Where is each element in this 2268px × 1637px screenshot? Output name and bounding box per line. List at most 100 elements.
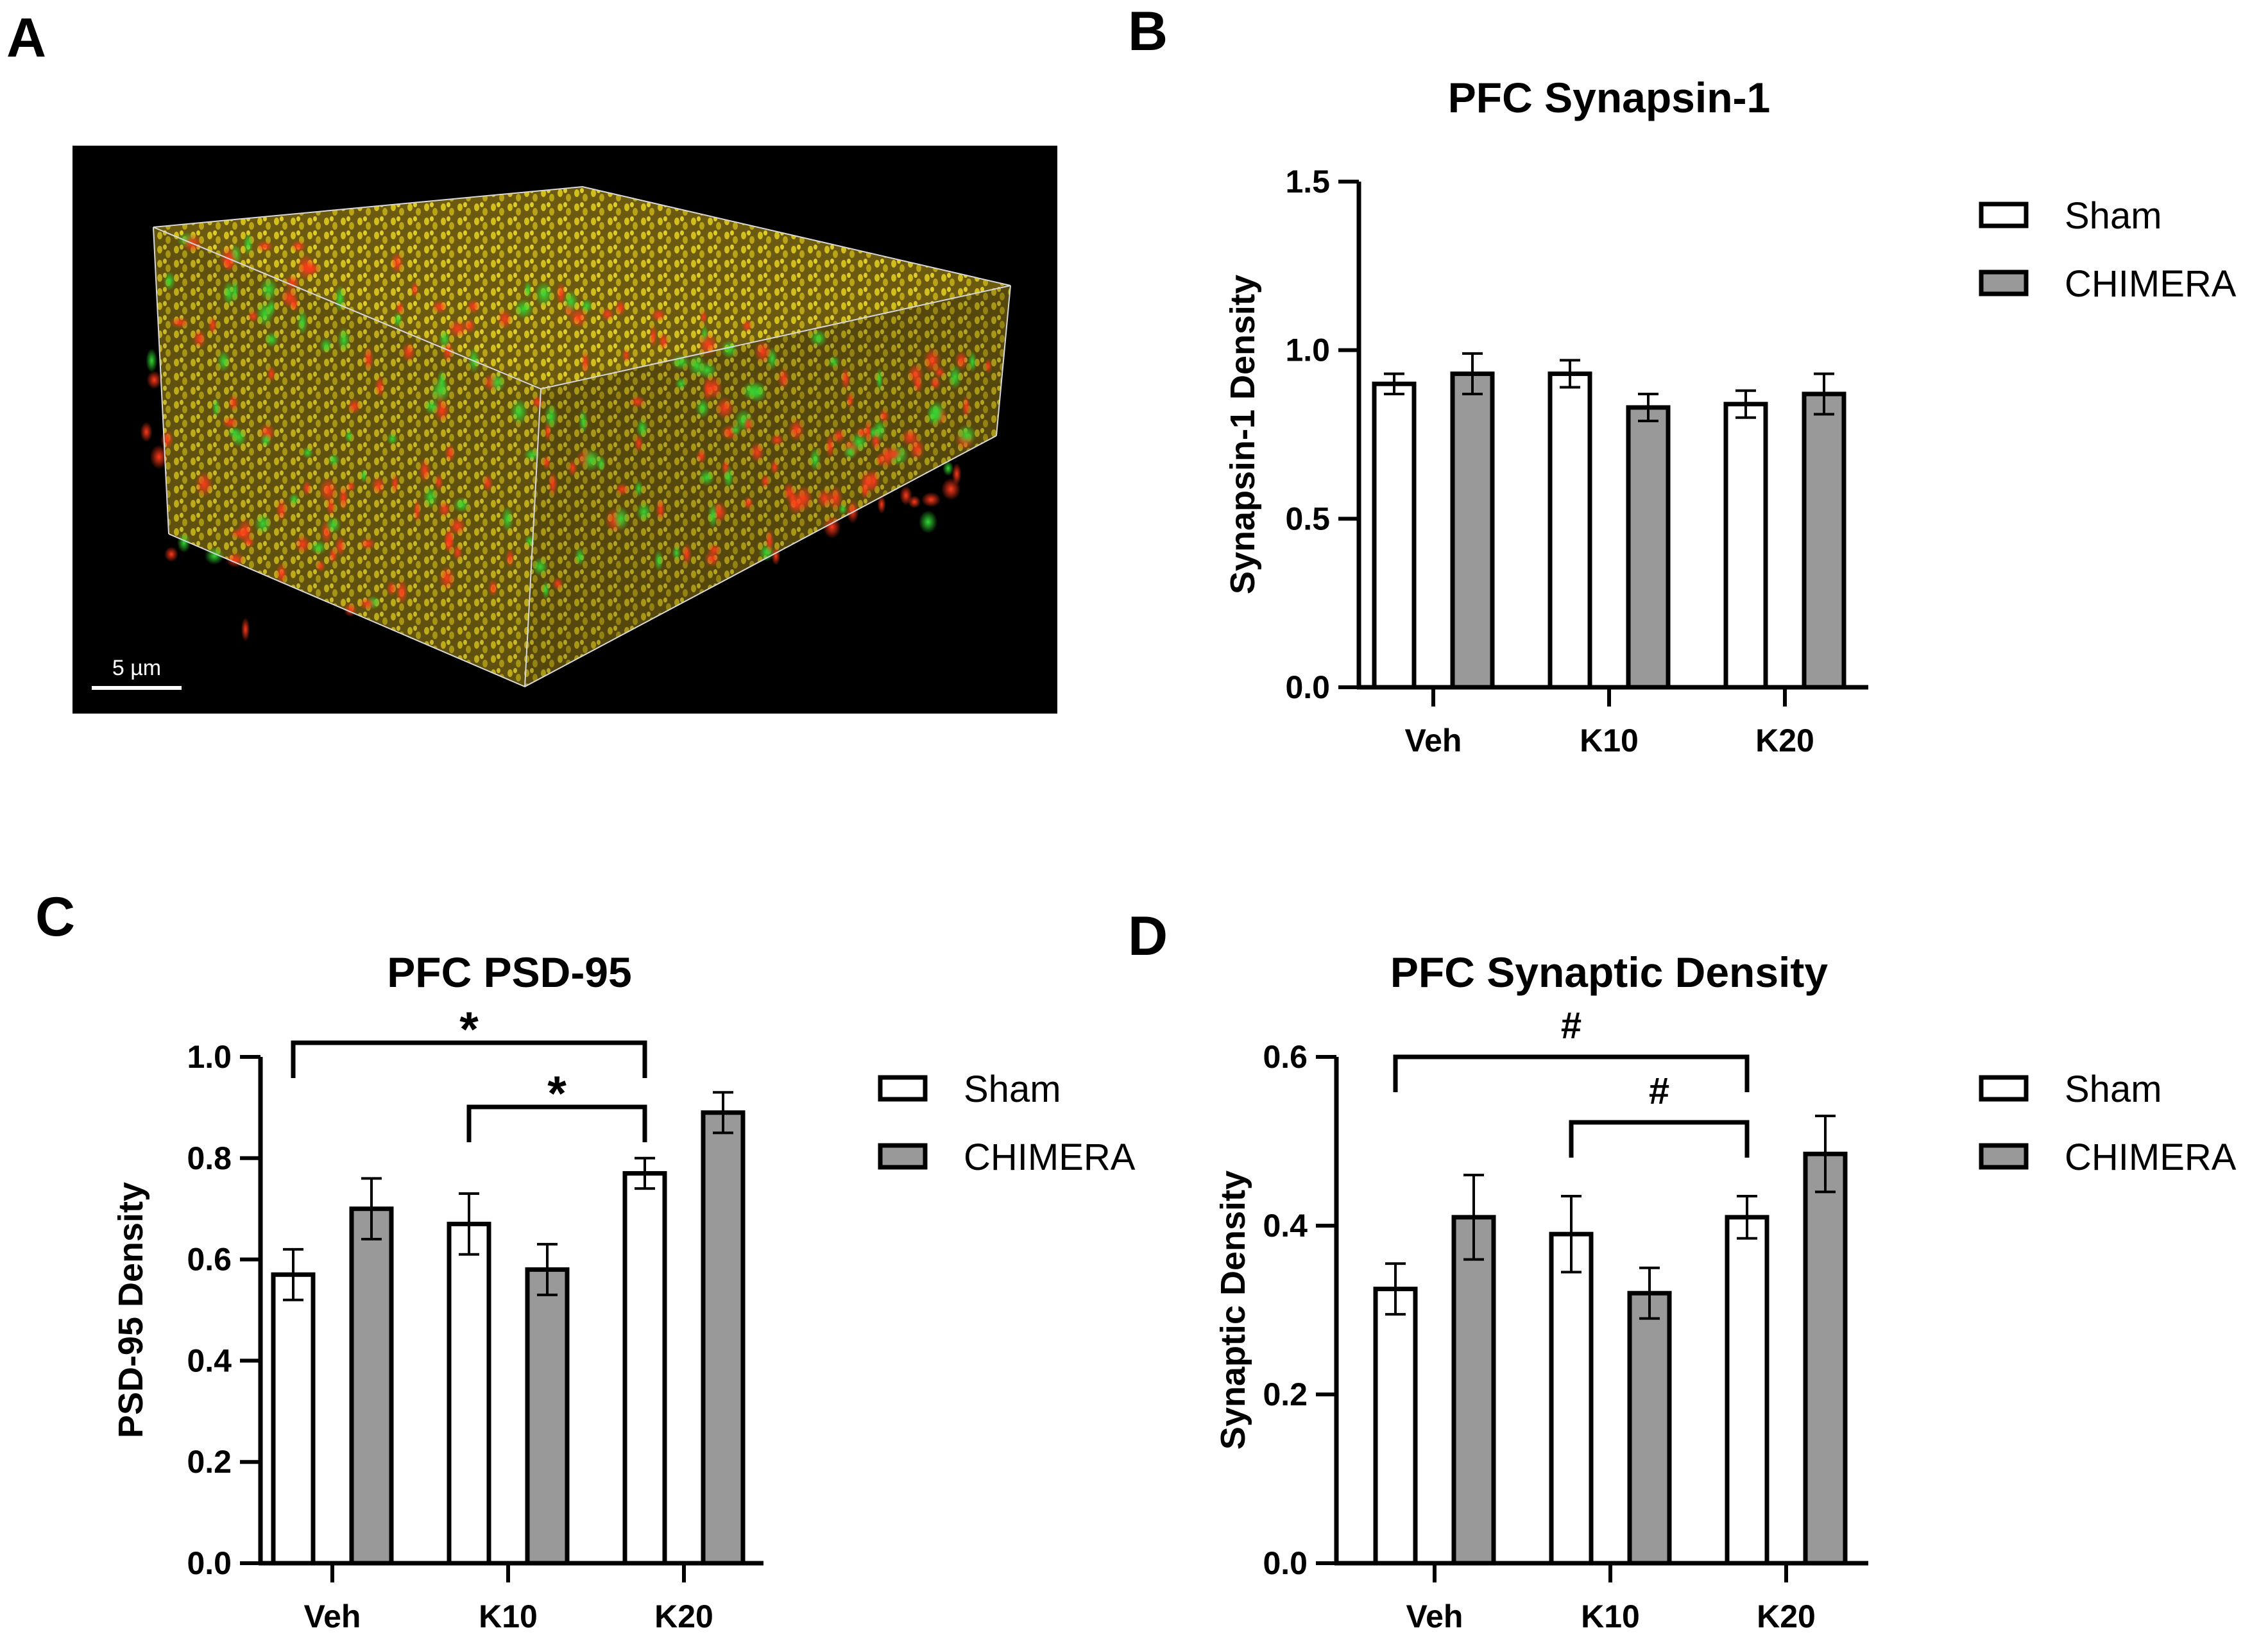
- synapse-blob: [319, 477, 338, 504]
- synapse-blob: [362, 346, 374, 372]
- synapse-blob: [926, 406, 943, 427]
- synapse-blob: [225, 552, 245, 568]
- significance-label: *: [547, 1067, 567, 1121]
- synapse-blob: [699, 309, 708, 325]
- y-tick-label: 0.0: [187, 1545, 232, 1581]
- bar-chimera-k20: [1803, 1151, 1848, 1566]
- synapse-blob: [243, 536, 255, 548]
- synapse-blob: [655, 498, 666, 521]
- synapse-blob: [266, 365, 277, 382]
- synapse-blob: [615, 483, 629, 496]
- significance-bracket: [1569, 1120, 1750, 1158]
- synapse-blob: [320, 338, 333, 354]
- synapse-blob: [968, 351, 977, 373]
- synapse-blob: [672, 545, 681, 561]
- synapse-blob: [334, 535, 346, 557]
- synapse-blob: [697, 361, 717, 379]
- synapse-blob: [923, 347, 942, 374]
- significance-label: #: [1561, 1005, 1582, 1047]
- synapse-blob: [192, 329, 207, 349]
- synapse-blob: [754, 339, 772, 364]
- synapse-blob: [674, 377, 688, 390]
- synapse-blob: [390, 251, 404, 275]
- y-tick-label: 0.4: [1263, 1208, 1308, 1244]
- synapse-blob: [149, 445, 169, 470]
- synapse-blob: [347, 398, 362, 415]
- x-tick-label: K20: [1755, 723, 1814, 759]
- synapse-blob: [840, 366, 851, 391]
- colocalization-blobs: [140, 232, 993, 642]
- bar-sham-k10: [1548, 371, 1592, 690]
- panel-label-a: A: [6, 7, 47, 69]
- synapse-blob: [430, 379, 450, 403]
- synapse-blob: [401, 341, 416, 363]
- synapse-blob: [275, 497, 287, 522]
- synapse-blob: [280, 287, 299, 309]
- synapse-blob: [832, 428, 846, 444]
- synapse-blob: [140, 422, 153, 442]
- x-tick-label: K10: [479, 1598, 538, 1634]
- y-tick-label: 0.8: [187, 1140, 232, 1176]
- synapse-blob: [634, 434, 644, 452]
- x-tick-label: K20: [1757, 1598, 1816, 1634]
- synapse-blob: [497, 308, 513, 330]
- synapse-blob: [501, 506, 514, 532]
- synapse-blob: [612, 506, 629, 531]
- synapse-blob: [418, 458, 431, 483]
- synapse-blob: [825, 433, 835, 459]
- synapse-blob: [828, 356, 840, 368]
- synapse-blob: [614, 299, 627, 317]
- synapse-blob: [580, 298, 593, 313]
- synapse-blob: [770, 433, 785, 447]
- legend-swatch-chimera: [878, 1143, 928, 1170]
- panel-label-c: C: [35, 886, 76, 948]
- panel-label-b: B: [1128, 1, 1168, 62]
- synapse-blob: [877, 495, 886, 514]
- synapse-blob: [443, 528, 455, 554]
- bar-sham-k10: [1549, 1231, 1594, 1566]
- synapse-blob: [255, 240, 274, 253]
- synapse-blob: [513, 298, 534, 319]
- synapse-blob: [170, 316, 190, 329]
- legend-swatch-chimera: [1979, 1143, 2029, 1170]
- synapse-blob: [431, 300, 448, 314]
- synapse-blob: [264, 332, 279, 348]
- synapse-blob: [578, 408, 588, 434]
- legend-label: CHIMERA: [2065, 263, 2237, 305]
- y-tick-label: 1.0: [187, 1039, 232, 1075]
- y-tick-label: 0.0: [1263, 1545, 1308, 1581]
- bar-chimera-k10: [525, 1267, 570, 1566]
- synapse-blob: [855, 427, 869, 439]
- chart-title: PFC PSD-95: [387, 948, 631, 996]
- synapse-blob: [276, 562, 287, 585]
- synapse-blob: [302, 447, 314, 459]
- synapse-blob: [941, 477, 961, 501]
- synapse-blob: [581, 448, 601, 472]
- synapse-blob: [649, 324, 658, 348]
- bar-sham-veh: [1372, 381, 1417, 690]
- volume-bounding-box: [153, 185, 1011, 688]
- synapse-blob: [777, 367, 790, 390]
- synapse-blob: [338, 484, 349, 511]
- synapse-blob: [878, 408, 890, 424]
- synapse-blob: [439, 565, 456, 591]
- legend-swatch-sham: [878, 1075, 928, 1102]
- synapse-blob: [704, 375, 723, 400]
- significance-bracket: [291, 1040, 647, 1078]
- synapse-blob: [568, 459, 577, 477]
- synapse-blob: [413, 498, 422, 524]
- synapse-3d-micrograph: 5 µm: [72, 146, 1057, 714]
- synapse-blob: [962, 395, 971, 419]
- synapse-blob: [288, 492, 300, 506]
- synapse-blob: [208, 315, 217, 335]
- synapse-blob: [310, 540, 327, 555]
- synapse-blob: [556, 281, 567, 306]
- synapse-blob: [296, 309, 309, 336]
- bar-chimera-k20: [701, 1110, 746, 1566]
- legend-label: Sham: [2065, 1068, 2162, 1110]
- legend-label: CHIMERA: [2065, 1136, 2237, 1178]
- significance-label: *: [459, 1002, 479, 1057]
- panel-label-d: D: [1128, 905, 1168, 967]
- y-axis-title: Synapsin-1 Density: [1224, 275, 1262, 594]
